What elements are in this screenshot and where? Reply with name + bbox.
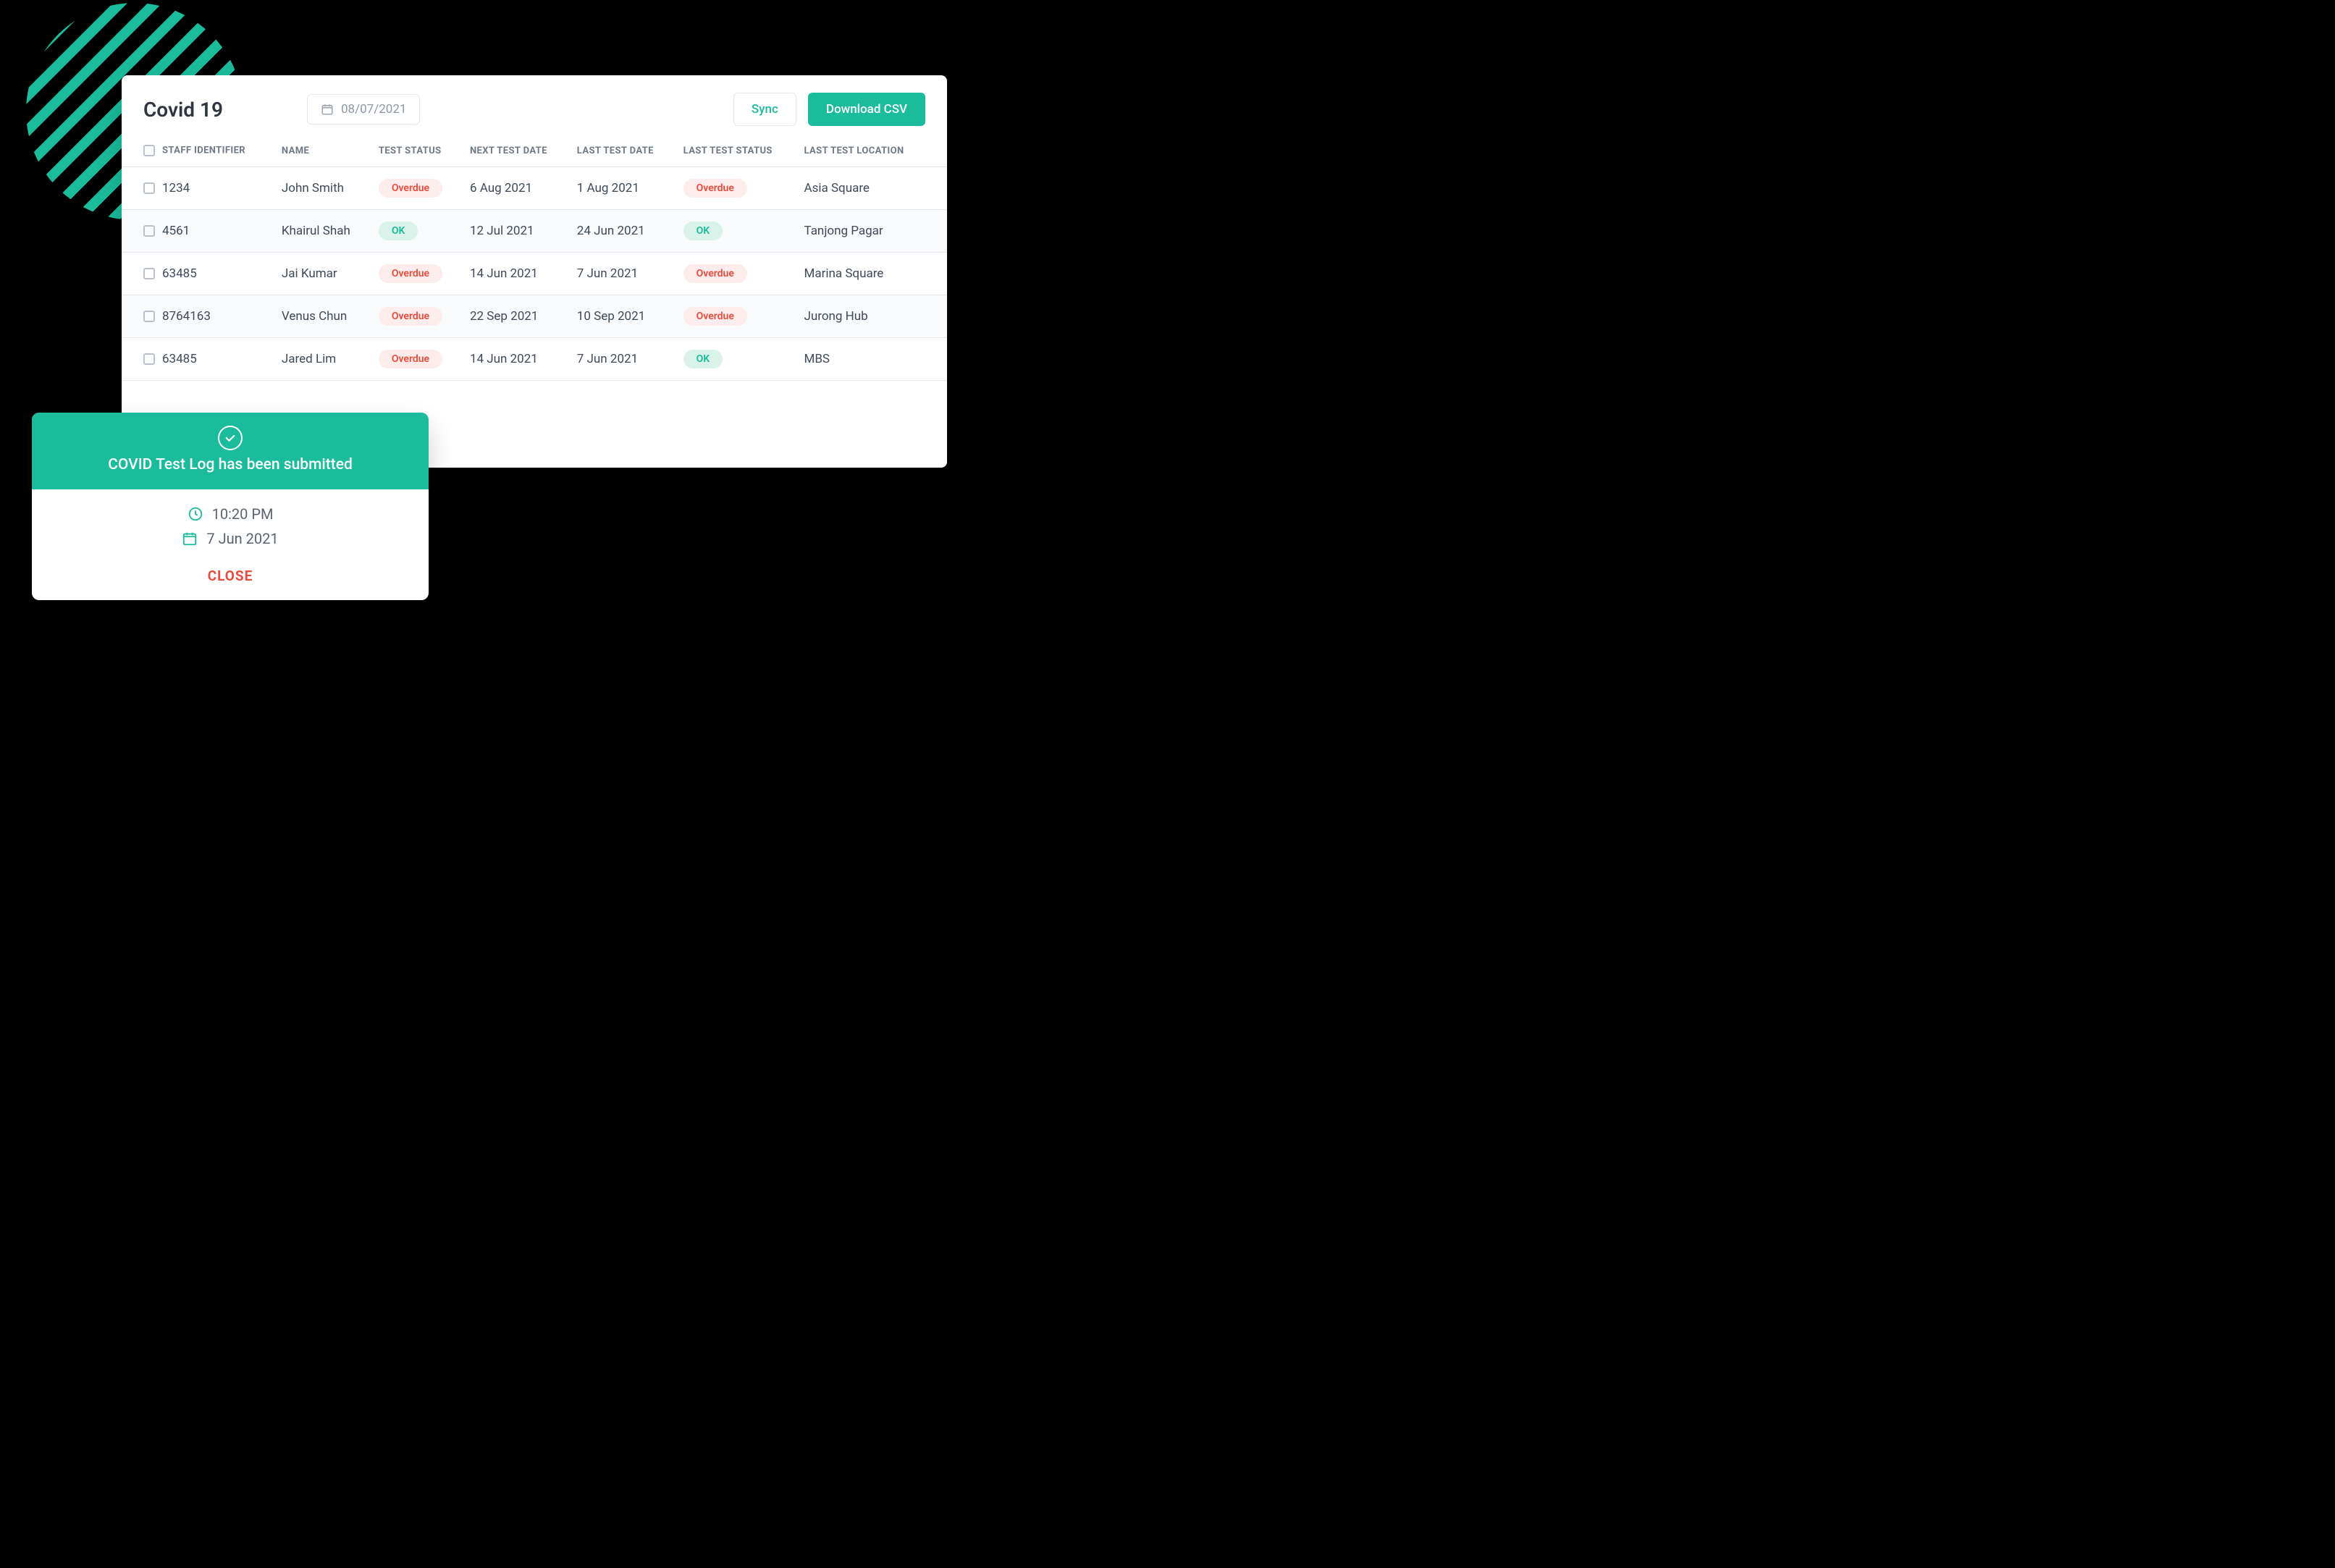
table-row: 4561 Khairul Shah OK 12 Jul 202124 Jun 2021… xyxy=(122,210,947,253)
date-value: 08/07/2021 xyxy=(341,102,406,117)
date-picker[interactable]: 08/07/2021 xyxy=(307,94,420,125)
staff-name: Venus Chun xyxy=(274,295,371,338)
last-location: Jurong Hub xyxy=(796,295,947,338)
last-test-date: 1 Aug 2021 xyxy=(570,167,676,210)
next-test-date: 22 Sep 2021 xyxy=(463,295,570,338)
staff-id: 8764163 xyxy=(162,309,211,324)
table-row: 1234 John Smith Overdue 6 Aug 20211 Aug 202… xyxy=(122,167,947,210)
last-test-date: 10 Sep 2021 xyxy=(570,295,676,338)
select-all-checkbox[interactable] xyxy=(143,145,155,156)
next-test-date: 12 Jul 2021 xyxy=(463,210,570,253)
staff-id: 63485 xyxy=(162,266,197,281)
check-circle-icon xyxy=(218,426,243,450)
staff-id: 1234 xyxy=(162,181,190,195)
calendar-icon xyxy=(321,103,334,116)
last-location: Asia Square xyxy=(796,167,947,210)
last-status-badge: Overdue xyxy=(683,264,747,283)
row-checkbox[interactable] xyxy=(143,311,155,322)
toast-date: 7 Jun 2021 xyxy=(206,530,278,547)
col-last-test: LAST TEST DATE xyxy=(570,135,676,167)
calendar-icon xyxy=(182,531,198,547)
close-button[interactable]: CLOSE xyxy=(32,560,429,600)
col-staff-id: STAFF IDENTIFIER xyxy=(122,135,274,167)
col-test-status: TEST STATUS xyxy=(371,135,463,167)
table-row: 63485 Jai Kumar Overdue 14 Jun 20217 Jun 20… xyxy=(122,253,947,295)
next-test-date: 6 Aug 2021 xyxy=(463,167,570,210)
toast-header: COVID Test Log has been submitted xyxy=(32,413,429,489)
staff-name: Jai Kumar xyxy=(274,253,371,295)
panel-header: Covid 19 08/07/2021 Sync Download CSV xyxy=(122,75,947,135)
last-location: Marina Square xyxy=(796,253,947,295)
row-checkbox[interactable] xyxy=(143,353,155,365)
last-status-badge: Overdue xyxy=(683,307,747,326)
last-location: MBS xyxy=(796,338,947,381)
staff-name: John Smith xyxy=(274,167,371,210)
last-location: Tanjong Pagar xyxy=(796,210,947,253)
table-row: 8764163 Venus Chun Overdue 22 Sep 202110 Se… xyxy=(122,295,947,338)
next-test-date: 14 Jun 2021 xyxy=(463,338,570,381)
submission-toast: COVID Test Log has been submitted 10:20 … xyxy=(32,413,429,600)
staff-name: Khairul Shah xyxy=(274,210,371,253)
toast-title: COVID Test Log has been submitted xyxy=(39,456,421,473)
test-status-badge: Overdue xyxy=(379,307,442,326)
row-checkbox[interactable] xyxy=(143,268,155,279)
col-location: LAST TEST LOCATION xyxy=(796,135,947,167)
row-checkbox[interactable] xyxy=(143,182,155,194)
staff-name: Jared Lim xyxy=(274,338,371,381)
staff-table: STAFF IDENTIFIER NAME TEST STATUS NEXT T… xyxy=(122,135,947,381)
last-status-badge: OK xyxy=(683,222,723,240)
toast-body: 10:20 PM 7 Jun 2021 xyxy=(32,489,429,560)
col-next-test: NEXT TEST DATE xyxy=(463,135,570,167)
last-status-badge: Overdue xyxy=(683,179,747,198)
last-status-badge: OK xyxy=(683,350,723,368)
test-status-badge: Overdue xyxy=(379,350,442,368)
covid-dashboard-panel: Covid 19 08/07/2021 Sync Download CSV ST… xyxy=(122,75,947,468)
next-test-date: 14 Jun 2021 xyxy=(463,253,570,295)
col-last-status: LAST TEST STATUS xyxy=(676,135,797,167)
table-row: 63485 Jared Lim Overdue 14 Jun 20217 Jun 20… xyxy=(122,338,947,381)
download-csv-button[interactable]: Download CSV xyxy=(808,93,925,126)
test-status-badge: Overdue xyxy=(379,179,442,198)
row-checkbox[interactable] xyxy=(143,225,155,237)
test-status-badge: Overdue xyxy=(379,264,442,283)
last-test-date: 24 Jun 2021 xyxy=(570,210,676,253)
page-title: Covid 19 xyxy=(143,98,223,122)
col-name: NAME xyxy=(274,135,371,167)
staff-id: 4561 xyxy=(162,224,190,238)
test-status-badge: OK xyxy=(379,222,418,240)
last-test-date: 7 Jun 2021 xyxy=(570,253,676,295)
toast-time: 10:20 PM xyxy=(212,505,274,523)
sync-button[interactable]: Sync xyxy=(733,93,796,126)
staff-id: 63485 xyxy=(162,352,197,366)
last-test-date: 7 Jun 2021 xyxy=(570,338,676,381)
clock-icon xyxy=(188,506,203,522)
